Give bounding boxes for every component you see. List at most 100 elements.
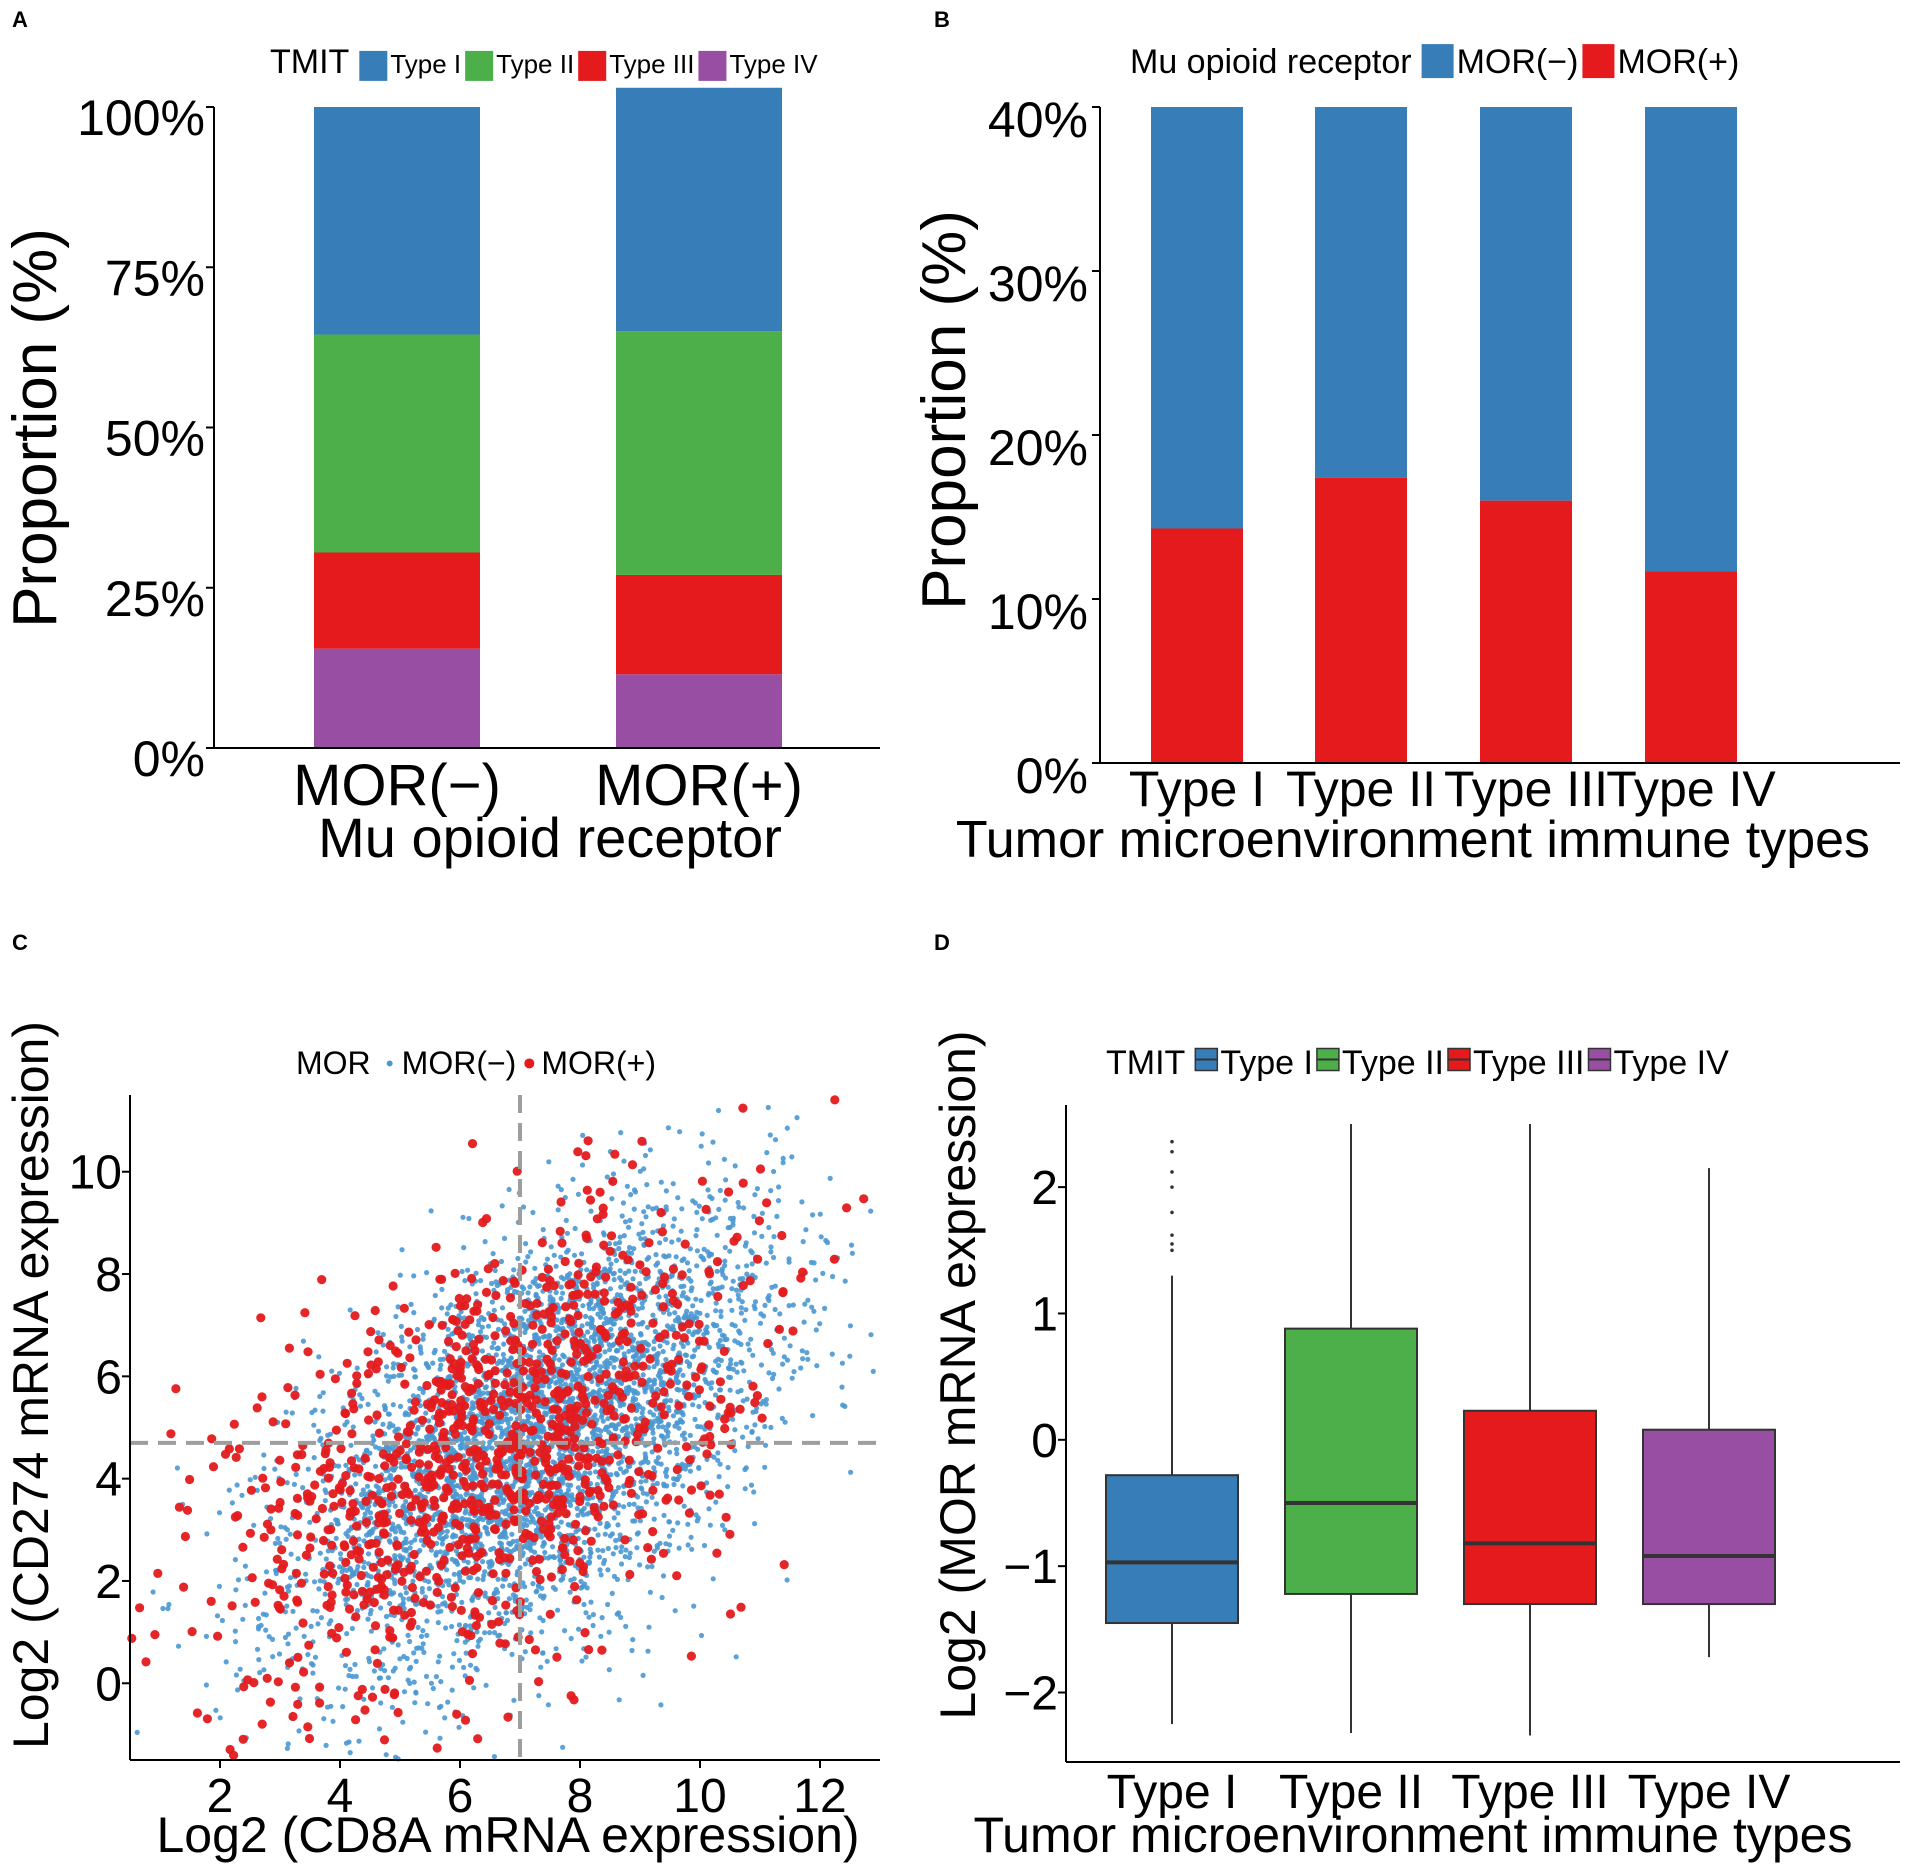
point-mor-neg xyxy=(522,1649,528,1655)
point-mor-neg xyxy=(672,1318,679,1324)
point-mor-neg xyxy=(134,1729,140,1735)
point-mor-pos xyxy=(542,1282,552,1292)
point-mor-neg xyxy=(356,1457,362,1463)
point-mor-neg xyxy=(349,1569,355,1575)
point-mor-neg xyxy=(628,1332,634,1338)
point-mor-neg xyxy=(717,1187,723,1194)
point-mor-neg xyxy=(357,1392,363,1398)
point-mor-neg xyxy=(713,1358,719,1364)
point-mor-neg xyxy=(683,1352,690,1358)
point-mor-neg xyxy=(431,1316,437,1322)
point-mor-neg xyxy=(442,1715,448,1721)
point-mor-neg xyxy=(260,1611,266,1617)
point-mor-neg xyxy=(564,1491,570,1497)
point-mor-neg xyxy=(613,1423,619,1429)
point-mor-neg xyxy=(619,1213,625,1219)
point-mor-neg xyxy=(261,1452,267,1458)
point-mor-neg xyxy=(740,1276,746,1282)
point-mor-neg xyxy=(402,1464,408,1470)
point-mor-neg xyxy=(401,1530,407,1536)
point-mor-pos xyxy=(659,1387,669,1397)
point-mor-pos xyxy=(414,1472,424,1482)
point-mor-pos xyxy=(738,1280,748,1291)
point-mor-neg xyxy=(602,1531,608,1537)
point-mor-neg xyxy=(283,1409,289,1415)
point-mor-neg xyxy=(263,1569,270,1575)
point-mor-neg xyxy=(813,1277,819,1283)
point-mor-neg xyxy=(684,1308,690,1314)
point-mor-neg xyxy=(599,1448,605,1454)
point-mor-neg xyxy=(504,1617,511,1623)
point-mor-neg xyxy=(732,1448,738,1454)
point-mor-neg xyxy=(632,1518,638,1524)
point-mor-neg xyxy=(445,1699,451,1705)
point-mor-neg xyxy=(727,1387,733,1393)
point-mor-neg xyxy=(150,1589,156,1595)
point-mor-pos xyxy=(553,1508,563,1518)
point-mor-pos xyxy=(350,1311,360,1321)
point-mor-neg xyxy=(799,1348,805,1354)
point-mor-neg xyxy=(323,1556,329,1562)
point-mor-neg xyxy=(578,1578,584,1584)
point-mor-neg xyxy=(616,1697,622,1703)
point-mor-neg xyxy=(499,1509,505,1515)
point-mor-neg xyxy=(817,1211,823,1217)
point-mor-pos xyxy=(583,1289,593,1299)
point-mor-neg xyxy=(462,1429,468,1435)
point-mor-neg xyxy=(466,1517,472,1523)
point-mor-neg xyxy=(347,1750,353,1756)
point-mor-neg xyxy=(310,1670,316,1676)
point-mor-neg xyxy=(565,1487,572,1493)
point-mor-neg xyxy=(613,1545,619,1551)
point-mor-neg xyxy=(649,1449,655,1455)
point-mor-neg xyxy=(465,1267,471,1273)
point-mor-pos xyxy=(665,1379,676,1389)
legend-key xyxy=(465,50,494,81)
point-mor-neg xyxy=(784,1125,790,1131)
point-mor-neg xyxy=(314,1608,320,1614)
point-mor-pos xyxy=(592,1344,602,1354)
point-mor-neg xyxy=(829,1351,835,1357)
point-mor-pos xyxy=(672,1464,682,1475)
point-mor-pos xyxy=(716,1394,726,1404)
point-mor-neg xyxy=(633,1416,639,1422)
point-mor-neg xyxy=(749,1428,755,1435)
point-mor-neg xyxy=(567,1589,573,1595)
point-mor-neg xyxy=(495,1633,501,1639)
point-mor-neg xyxy=(444,1477,450,1483)
point-mor-neg xyxy=(354,1567,360,1574)
point-mor-pos xyxy=(503,1712,513,1722)
point-mor-neg xyxy=(750,1352,756,1358)
point-mor-pos xyxy=(585,1195,596,1205)
point-mor-neg xyxy=(501,1460,507,1466)
point-mor-neg xyxy=(543,1412,549,1418)
point-mor-pos xyxy=(258,1473,268,1483)
point-mor-neg xyxy=(588,1599,594,1605)
point-mor-neg xyxy=(520,1204,527,1210)
point-mor-pos xyxy=(569,1300,579,1310)
point-mor-pos xyxy=(368,1562,378,1572)
point-mor-neg xyxy=(525,1290,531,1296)
point-mor-neg xyxy=(725,1365,732,1371)
point-mor-neg xyxy=(296,1728,302,1734)
point-mor-neg xyxy=(382,1477,388,1483)
point-mor-pos xyxy=(530,1456,540,1466)
point-mor-neg xyxy=(735,1199,741,1206)
point-mor-neg xyxy=(544,1658,550,1664)
bar-segment xyxy=(1480,500,1572,763)
point-mor-neg xyxy=(774,1213,780,1219)
point-mor-neg xyxy=(644,1256,650,1262)
point-mor-neg xyxy=(476,1418,483,1425)
point-mor-neg xyxy=(598,1633,604,1639)
point-mor-neg xyxy=(600,1548,606,1554)
point-mor-neg xyxy=(611,1364,617,1370)
point-mor-neg xyxy=(591,1285,597,1291)
point-mor-neg xyxy=(499,1305,506,1311)
point-mor-neg xyxy=(721,1156,728,1162)
point-mor-neg xyxy=(655,1424,662,1430)
point-mor-pos xyxy=(292,1530,303,1540)
point-mor-neg xyxy=(784,1357,791,1363)
point-mor-neg xyxy=(284,1603,290,1609)
point-mor-neg xyxy=(407,1545,413,1551)
point-mor-neg xyxy=(610,1492,617,1498)
